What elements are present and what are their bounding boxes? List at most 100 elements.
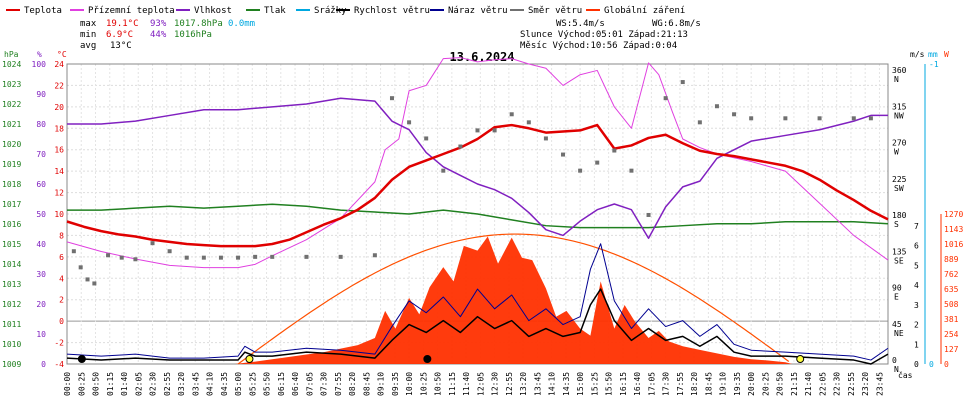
tick-label-hpa: 1010	[2, 340, 21, 349]
tick-label-hpa: 1017	[2, 200, 21, 209]
tick-label-temp: 12	[54, 189, 64, 198]
tick-label-dir-name: NE	[894, 329, 904, 338]
wind-direction-point	[119, 255, 124, 260]
tick-label-hpa: 1024	[2, 60, 21, 69]
wind-direction-point	[595, 160, 600, 165]
tick-label-pct: 100	[32, 60, 47, 69]
axis-label-temp: °C	[57, 50, 67, 59]
stats-panel: max 19.1°C 93% 1017.8hPa 0.0mm min 6.9°C…	[80, 19, 701, 51]
x-tick-label: 04:35	[220, 372, 229, 396]
series-max-radiation-curve	[237, 233, 790, 365]
wind-direction-point	[868, 116, 873, 121]
stat-avg-temp: 13°C	[110, 41, 132, 51]
wind-direction-point	[526, 120, 531, 125]
tick-label-temp: 8	[59, 231, 64, 240]
tick-label-wm2: 381	[944, 315, 959, 324]
tick-label-pct: 60	[36, 180, 46, 189]
tick-label-dir-deg: 180	[892, 211, 907, 220]
tick-label-ms: 7	[914, 222, 919, 231]
tick-label-hpa: 1014	[2, 260, 21, 269]
tick-label-temp: 14	[54, 167, 64, 176]
stat-max-press: 1017.8hPa	[174, 19, 223, 29]
x-tick-label: 23:45	[875, 372, 884, 396]
wind-direction-point	[680, 80, 685, 85]
wind-direction-point	[253, 254, 258, 259]
tick-label-dir-deg: 360	[892, 66, 907, 75]
x-tick-label: 14:10	[548, 372, 557, 396]
wind-direction-point	[201, 255, 206, 260]
x-tick-label: 02:30	[149, 372, 158, 396]
wind-direction-point	[543, 136, 548, 141]
tick-label-hpa: 1011	[2, 320, 21, 329]
tick-label-wm2: 762	[944, 270, 959, 279]
x-tick-label: 22:30	[833, 372, 842, 396]
wind-direction-point	[372, 253, 377, 258]
tick-label-wm2: 254	[944, 330, 959, 339]
x-tick-label: 13:20	[519, 372, 528, 396]
series-rychlost-vetru	[66, 288, 889, 365]
x-tick-label: 01:15	[106, 372, 115, 396]
x-tick-label: 21:15	[790, 372, 799, 396]
axis-label-wm2: W	[944, 50, 949, 59]
legend-label: Globální záření	[604, 6, 685, 16]
tick-label-hpa: 1018	[2, 180, 21, 189]
tick-label-dir-name: S	[894, 220, 899, 229]
x-tick-label: 12:05	[476, 372, 485, 396]
tick-label-ms: 4	[914, 281, 919, 290]
tick-label-hpa: 1016	[2, 220, 21, 229]
axis-label-pct: %	[37, 50, 42, 59]
tick-label-ms: 6	[914, 242, 919, 251]
tick-label-temp: 22	[54, 81, 64, 90]
tick-label-temp: 10	[54, 210, 64, 219]
wind-direction-point	[85, 277, 90, 282]
x-tick-label: 08:45	[362, 372, 371, 396]
tick-label-temp: 18	[54, 124, 64, 133]
tick-label-dir-deg: 225	[892, 175, 907, 184]
x-tick-label: 17:55	[676, 372, 685, 396]
wind-direction-point	[612, 148, 617, 153]
x-tick-label: 10:25	[419, 372, 428, 396]
x-tick-label: 04:10	[206, 372, 215, 396]
tick-label-pct: 20	[36, 300, 46, 309]
axis-label-hpa: hPa	[4, 50, 19, 59]
tick-label-dir-deg: 315	[892, 102, 907, 111]
tick-label-temp: 2	[59, 296, 64, 305]
wind-direction-point	[304, 254, 309, 259]
wind-direction-point	[732, 112, 737, 117]
wind-direction-point	[167, 249, 172, 254]
wind-direction-point	[629, 168, 634, 173]
tick-label-wm2: 1143	[944, 225, 963, 234]
x-tick-label: 08:20	[348, 372, 357, 396]
tick-label-wm2: 635	[944, 285, 959, 294]
tick-label-pct: 80	[36, 120, 46, 129]
stat-ws: WS:5.4m/s	[556, 19, 605, 29]
x-tick-label: 07:05	[305, 372, 314, 396]
x-tick-label: 19:10	[719, 372, 728, 396]
legend-item-srazky: Srážky	[296, 6, 347, 16]
tick-label-hpa: 1023	[2, 80, 21, 89]
wind-direction-point	[150, 241, 155, 246]
tick-label-dir-deg: 135	[892, 247, 907, 256]
stat-sun: Slunce Východ:05:01 Západ:21:13	[520, 30, 688, 40]
wind-direction-point	[424, 136, 429, 141]
wind-direction-point	[92, 281, 97, 286]
tick-label-wm2: 508	[944, 300, 959, 309]
series-layer	[66, 57, 889, 365]
legend-item-smer-vetru: Směr větru	[510, 6, 582, 16]
legend-item-vlhkost: Vlhkost	[176, 6, 232, 16]
x-tick-label: 02:55	[163, 372, 172, 396]
wind-direction-point	[492, 128, 497, 133]
tick-label-dir-name: W	[894, 148, 899, 157]
tick-label-ms: 1	[914, 340, 919, 349]
tick-label-ms: 3	[914, 301, 919, 310]
x-tick-label: 12:30	[491, 372, 500, 396]
legend-item-rychlost-vetru: Rychlost větru	[336, 6, 430, 16]
wind-direction-point	[78, 265, 83, 270]
x-tick-label: 07:55	[334, 372, 343, 396]
legend-label: Rychlost větru	[354, 6, 430, 16]
x-tick-label: 06:40	[291, 372, 300, 396]
series-vlhkost	[67, 97, 888, 240]
tick-label-dir-name: E	[894, 293, 899, 302]
x-tick-label: 07:30	[320, 372, 329, 396]
stat-min-label: min	[80, 30, 96, 40]
